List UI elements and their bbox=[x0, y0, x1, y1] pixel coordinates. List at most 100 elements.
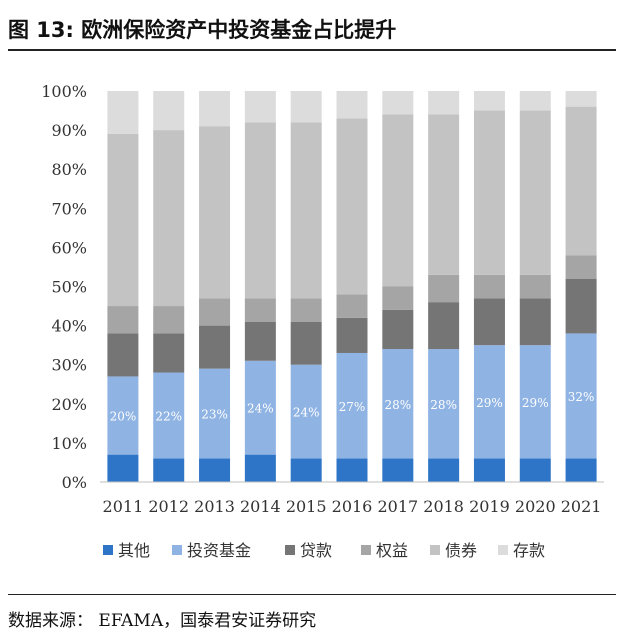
bar-segment-3 bbox=[153, 333, 185, 373]
bar-segment-1 bbox=[244, 454, 276, 482]
bar-segment-5 bbox=[428, 114, 460, 275]
y-tick-label: 90% bbox=[51, 121, 87, 140]
bar-segment-3 bbox=[199, 325, 231, 369]
y-tick-label: 0% bbox=[62, 473, 87, 492]
y-tick-label: 70% bbox=[51, 199, 87, 218]
bar-segment-4 bbox=[428, 274, 460, 303]
bar-segment-3 bbox=[382, 309, 414, 350]
y-tick-label: 20% bbox=[51, 395, 87, 414]
bar-segment-6 bbox=[336, 91, 368, 119]
y-tick-label: 40% bbox=[51, 317, 87, 336]
bar-segment-4 bbox=[473, 274, 505, 299]
bar-segment-4 bbox=[199, 298, 231, 326]
bar-segment-4 bbox=[244, 298, 276, 322]
legend-label: 投资基金 bbox=[187, 541, 251, 560]
y-axis: 0% 10% 20% 30% 40% 50% 60% 70% 80% 90% 100% bbox=[41, 82, 87, 492]
bar-segment-3 bbox=[519, 298, 551, 346]
y-tick-label: 50% bbox=[51, 278, 87, 297]
bar-segment-5 bbox=[107, 134, 139, 307]
bar-segment-2 bbox=[290, 364, 322, 459]
legend-swatch bbox=[285, 545, 295, 555]
bar-segment-4 bbox=[565, 255, 597, 279]
legend-label: 其他 bbox=[118, 541, 150, 560]
bar-segment-5 bbox=[290, 122, 322, 299]
x-tick-label: 2014 bbox=[240, 497, 281, 516]
bar-segment-1 bbox=[290, 458, 322, 482]
data-label: 23% bbox=[201, 408, 228, 422]
bar-segment-2 bbox=[473, 345, 505, 459]
bar-segment-5 bbox=[565, 106, 597, 256]
bar-segment-4 bbox=[290, 298, 322, 322]
data-label: 24% bbox=[247, 402, 274, 416]
bar-segment-2 bbox=[153, 372, 185, 459]
bar-segment-4 bbox=[519, 274, 551, 299]
bar-segment-2 bbox=[428, 349, 460, 459]
bar-segment-3 bbox=[290, 321, 322, 365]
bar-segment-1 bbox=[336, 458, 368, 482]
legend-label: 权益 bbox=[376, 541, 408, 560]
legend-swatch bbox=[172, 545, 182, 555]
y-tick-label: 100% bbox=[41, 82, 87, 101]
bar-segment-3 bbox=[244, 321, 276, 361]
bar-segment-5 bbox=[153, 130, 185, 307]
bar-segment-2 bbox=[382, 349, 414, 459]
bar-segment-3 bbox=[336, 317, 368, 353]
bar-segment-6 bbox=[565, 91, 597, 107]
bar-segment-1 bbox=[107, 454, 139, 482]
data-label: 22% bbox=[155, 410, 182, 424]
x-tick-label: 2013 bbox=[194, 497, 235, 516]
data-label: 28% bbox=[384, 398, 411, 412]
legend-swatch bbox=[103, 545, 113, 555]
source-note: 数据来源： EFAMA，国泰君安证券研究 bbox=[8, 611, 317, 631]
bar-segment-6 bbox=[244, 91, 276, 123]
x-tick-label: 2020 bbox=[515, 497, 556, 516]
bar-segment-2 bbox=[199, 368, 231, 459]
data-label: 27% bbox=[339, 400, 366, 414]
x-tick-label: 2016 bbox=[332, 497, 373, 516]
bar-segment-1 bbox=[519, 458, 551, 482]
bar-segment-5 bbox=[336, 118, 368, 295]
bar-segment-2 bbox=[336, 352, 368, 459]
bar-segment-6 bbox=[382, 91, 414, 115]
x-tick-label: 2018 bbox=[423, 497, 464, 516]
bar-segment-4 bbox=[382, 286, 414, 310]
x-tick-label: 2011 bbox=[103, 497, 144, 516]
legend-swatch bbox=[361, 545, 371, 555]
data-label: 28% bbox=[430, 398, 457, 412]
y-tick-label: 60% bbox=[51, 238, 87, 257]
bar-segment-3 bbox=[473, 298, 505, 346]
bar-segment-3 bbox=[107, 333, 139, 377]
data-label: 29% bbox=[476, 396, 503, 410]
bar-segment-5 bbox=[382, 114, 414, 287]
x-tick-label: 2021 bbox=[561, 497, 602, 516]
x-tick-label: 2017 bbox=[377, 497, 418, 516]
bar-segment-5 bbox=[473, 110, 505, 275]
title-divider bbox=[8, 49, 616, 51]
bar-segment-2 bbox=[244, 360, 276, 455]
x-axis: 2011 2012 2013 2014 2015 2016 2017 2018 2019 2020… bbox=[100, 481, 604, 516]
legend-swatch bbox=[498, 545, 508, 555]
bar-segment-5 bbox=[244, 122, 276, 299]
data-label: 20% bbox=[110, 410, 137, 424]
x-tick-label: 2015 bbox=[286, 497, 327, 516]
y-tick-label: 80% bbox=[51, 160, 87, 179]
legend-label: 存款 bbox=[513, 541, 545, 560]
y-tick-label: 10% bbox=[51, 434, 87, 453]
bar-segment-5 bbox=[199, 126, 231, 299]
legend: 其他 投资基金 贷款 权益 债券 存款 bbox=[103, 541, 545, 560]
bar-segment-6 bbox=[199, 91, 231, 127]
bar-segment-4 bbox=[336, 294, 368, 318]
y-tick-label: 30% bbox=[51, 356, 87, 375]
legend-label: 债券 bbox=[445, 541, 477, 560]
bar-segment-1 bbox=[428, 458, 460, 482]
x-tick-label: 2012 bbox=[148, 497, 189, 516]
bar-segment-6 bbox=[519, 91, 551, 111]
bar-segment-1 bbox=[565, 458, 597, 482]
bar-segment-2 bbox=[519, 345, 551, 459]
bar-segment-3 bbox=[428, 302, 460, 350]
bar-segment-6 bbox=[153, 91, 185, 131]
bar-segment-3 bbox=[565, 278, 597, 334]
bar-segment-2 bbox=[107, 376, 139, 455]
data-label: 24% bbox=[293, 406, 320, 420]
bar-segment-2 bbox=[565, 333, 597, 459]
